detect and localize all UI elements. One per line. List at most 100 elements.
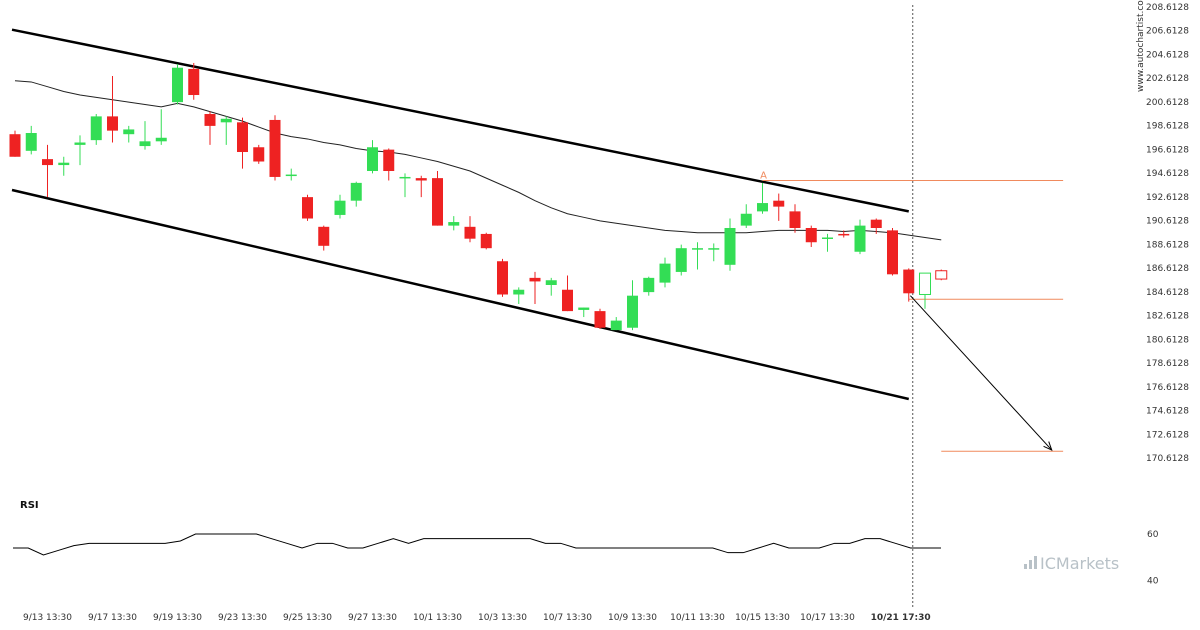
candle [513,287,525,304]
candle-body [237,122,248,153]
candle [9,130,21,157]
price-tick-label: 200.6128 [1146,98,1189,108]
candle [659,257,671,288]
candle [155,109,167,145]
candle-body [692,248,703,250]
candle [789,204,801,233]
candle [204,111,216,145]
forecast-arrow-line [910,295,1053,451]
moving-average-line [14,80,942,241]
candle-body [497,261,508,295]
candle [822,233,833,252]
candle-body [367,147,378,172]
rsi-line [13,533,941,556]
candle-body [399,176,411,179]
candle-body [757,203,768,212]
candles [9,62,948,331]
candle-body [415,178,427,181]
candle-body [708,248,720,250]
candle-body [334,200,346,215]
candle [107,76,118,143]
price-tick-label: 190.6128 [1146,217,1189,227]
rsi-tick-label: 40 [1147,577,1159,587]
price-tick-label: 176.6128 [1146,383,1189,393]
candle-body [643,277,655,293]
candle-body [675,248,687,272]
candle [740,204,752,228]
time-tick-label: 9/23 13:30 [218,613,267,623]
candle [399,173,411,198]
candle-body [204,114,216,126]
price-tick-label: 202.6128 [1146,74,1189,84]
candle [480,232,492,250]
candle-body [220,118,232,123]
price-tick-label: 186.6128 [1146,264,1189,274]
candle-body [285,174,297,177]
candle-body [627,295,638,328]
price-tick-label: 174.6128 [1146,407,1189,417]
price-tick-label: 208.6128 [1146,3,1189,13]
candle [285,168,297,181]
candle-body [464,226,476,239]
candle [220,116,232,145]
candle [594,308,606,329]
candle [253,144,265,164]
candle-body [107,116,118,131]
candle [172,64,183,105]
candle-body [318,226,330,246]
candle [334,194,346,219]
price-tick-label: 194.6128 [1146,169,1189,179]
candle-body [529,277,541,282]
candle-body [9,134,21,157]
candle-body [448,222,460,226]
candle-body [659,263,671,283]
price-axis: 208.6128 206.6128 204.6128 202.6128 200.6128… [1146,3,1189,464]
candle [90,114,102,145]
candle [545,277,557,296]
candle-body [822,237,833,239]
candle [350,181,362,207]
candle-body [302,197,313,219]
time-tick-label: 9/13 13:30 [23,613,72,623]
time-tick-label: 10/9 13:30 [608,613,657,623]
candle-body [854,225,866,252]
candle [757,182,768,214]
candle [805,225,817,247]
candle-body [188,68,200,96]
time-tick-label: 9/19 13:30 [153,613,202,623]
candle-body [90,116,102,141]
candle [237,117,248,169]
time-tick-label: 9/25 13:30 [283,613,332,623]
candle [58,156,70,176]
time-axis: 9/13 13:30 9/17 13:30 9/19 13:30 9/23 13:30… [23,613,931,623]
candle-body [172,67,183,103]
candle-body [139,141,151,147]
candle-body [350,182,362,201]
candle [627,280,638,331]
candle-body [545,280,557,285]
candle [302,194,313,221]
candle [42,144,53,198]
candle-body [610,320,622,331]
candle-body [903,269,915,294]
candle [562,275,573,312]
candle [415,175,427,198]
candle [903,268,915,302]
candle-body [887,230,898,275]
candle-body [58,162,70,166]
candle-body [383,149,395,172]
watermark: www.autochartist.com [1136,0,1146,92]
pattern-point-label: A [760,171,767,182]
price-tick-label: 172.6128 [1146,430,1189,440]
brand-logo: ICMarkets [1024,554,1119,573]
time-tick-label: 10/21 17:30 [871,613,931,623]
candle-body [513,289,525,295]
time-tick-label: 10/11 13:30 [670,613,725,623]
candle [188,62,200,100]
candle-body [935,270,948,280]
candle [464,216,476,243]
candle [578,307,590,318]
candle-body [578,307,590,310]
candle [724,218,736,271]
